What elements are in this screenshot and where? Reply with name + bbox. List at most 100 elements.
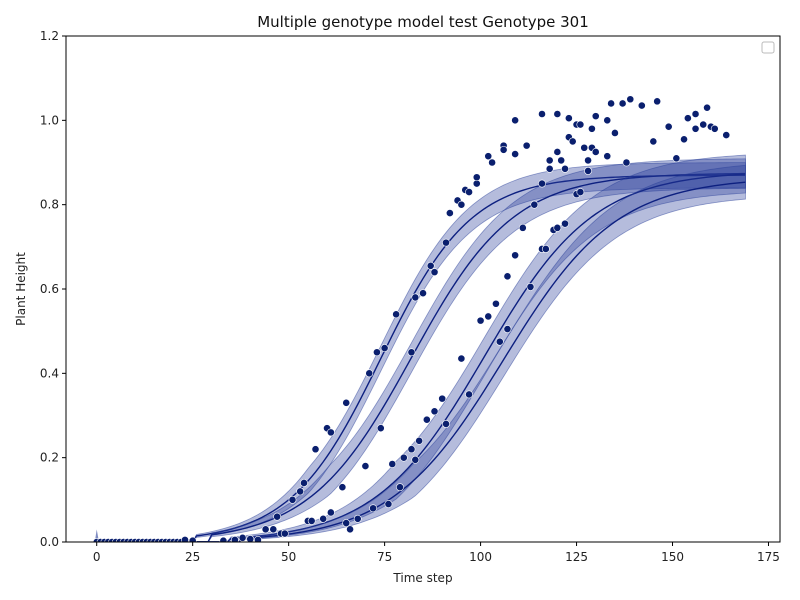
y-tick-label: 1.0 — [40, 113, 59, 127]
data-point — [369, 504, 377, 513]
data-point — [411, 455, 420, 464]
data-point — [691, 110, 700, 118]
data-point — [545, 156, 554, 165]
data-point — [472, 173, 481, 182]
data-point — [465, 390, 473, 399]
data-point — [580, 143, 589, 152]
confidence-band — [96, 164, 746, 542]
data-point — [568, 137, 577, 146]
data-point — [246, 535, 255, 542]
x-tick-label: 50 — [281, 550, 296, 564]
data-point — [518, 223, 527, 232]
y-tick-label: 1.2 — [40, 29, 59, 43]
y-axis: 0.0 0.2 0.4 0.6 0.8 1.0 1.2 — [40, 29, 66, 549]
data-point — [691, 124, 700, 133]
data-point — [561, 219, 569, 228]
data-point — [231, 535, 239, 542]
data-point — [484, 152, 493, 161]
data-point — [399, 453, 408, 462]
data-point — [380, 344, 389, 352]
y-tick-label: 0.8 — [40, 198, 59, 212]
x-tick-label: 75 — [377, 550, 392, 564]
data-point — [415, 436, 424, 445]
data-point — [419, 289, 427, 298]
data-point — [553, 110, 562, 118]
data-point — [457, 200, 466, 209]
data-point — [269, 525, 278, 534]
data-point — [261, 525, 270, 534]
data-point — [396, 483, 404, 492]
data-point — [445, 209, 454, 217]
data-point — [411, 293, 420, 302]
data-point — [584, 167, 592, 175]
data-point — [603, 152, 612, 161]
data-point — [618, 99, 627, 108]
data-point — [388, 460, 397, 468]
data-point — [273, 512, 282, 521]
data-point — [442, 420, 450, 428]
x-tick-label: 0 — [93, 550, 101, 564]
data-point — [672, 154, 681, 163]
data-point — [603, 116, 612, 125]
x-tick-label: 125 — [565, 550, 588, 564]
data-point — [499, 145, 508, 154]
data-point — [522, 141, 531, 150]
data-point — [338, 483, 347, 492]
x-tick-label: 25 — [185, 550, 200, 564]
data-point — [495, 337, 504, 346]
data-point — [422, 415, 431, 424]
data-point — [373, 348, 381, 357]
data-point — [611, 129, 619, 137]
y-tick-label: 0.6 — [40, 282, 59, 296]
data-point — [710, 124, 719, 133]
data-point — [426, 261, 435, 270]
data-point — [637, 101, 646, 110]
x-axis: 0 25 50 75 100 125 150 175 — [93, 542, 780, 564]
data-point — [376, 424, 385, 433]
y-axis-label: Plant Height — [14, 252, 28, 326]
data-point — [288, 495, 297, 504]
data-point — [319, 514, 328, 523]
data-point — [680, 135, 688, 144]
data-point — [346, 525, 354, 534]
data-point — [438, 394, 447, 403]
x-axis-label: Time step — [392, 571, 452, 585]
data-point — [511, 116, 520, 125]
data-point — [254, 535, 262, 542]
data-point — [553, 148, 562, 156]
data-point — [476, 316, 485, 325]
data-point — [365, 369, 374, 378]
data-point — [326, 508, 335, 517]
y-tick-label: 0.4 — [40, 366, 59, 380]
data-point — [342, 398, 351, 407]
fitted-curve — [96, 181, 746, 542]
data-point — [511, 150, 520, 158]
data-point — [591, 112, 600, 121]
data-point — [342, 519, 351, 527]
data-point — [561, 164, 569, 173]
data-point — [607, 99, 615, 108]
data-point — [361, 462, 370, 470]
fitted-curve — [96, 172, 746, 542]
x-tick-label: 175 — [757, 550, 780, 564]
data-point — [557, 156, 566, 165]
data-point — [442, 238, 450, 247]
data-point — [545, 164, 554, 173]
data-point — [541, 245, 550, 253]
data-point — [649, 137, 658, 146]
data-point — [683, 114, 692, 123]
fitted-curve — [96, 174, 746, 542]
data-point — [430, 268, 439, 277]
data-point — [591, 148, 600, 156]
data-point — [564, 114, 573, 123]
data-point — [492, 299, 500, 308]
data-point — [503, 325, 512, 333]
x-tick-label: 150 — [661, 550, 684, 564]
data-point — [526, 282, 535, 291]
data-point — [311, 445, 320, 454]
y-tick-label: 0.0 — [40, 535, 59, 549]
data-point — [484, 312, 493, 321]
data-point — [722, 131, 731, 139]
data-point — [280, 529, 289, 538]
